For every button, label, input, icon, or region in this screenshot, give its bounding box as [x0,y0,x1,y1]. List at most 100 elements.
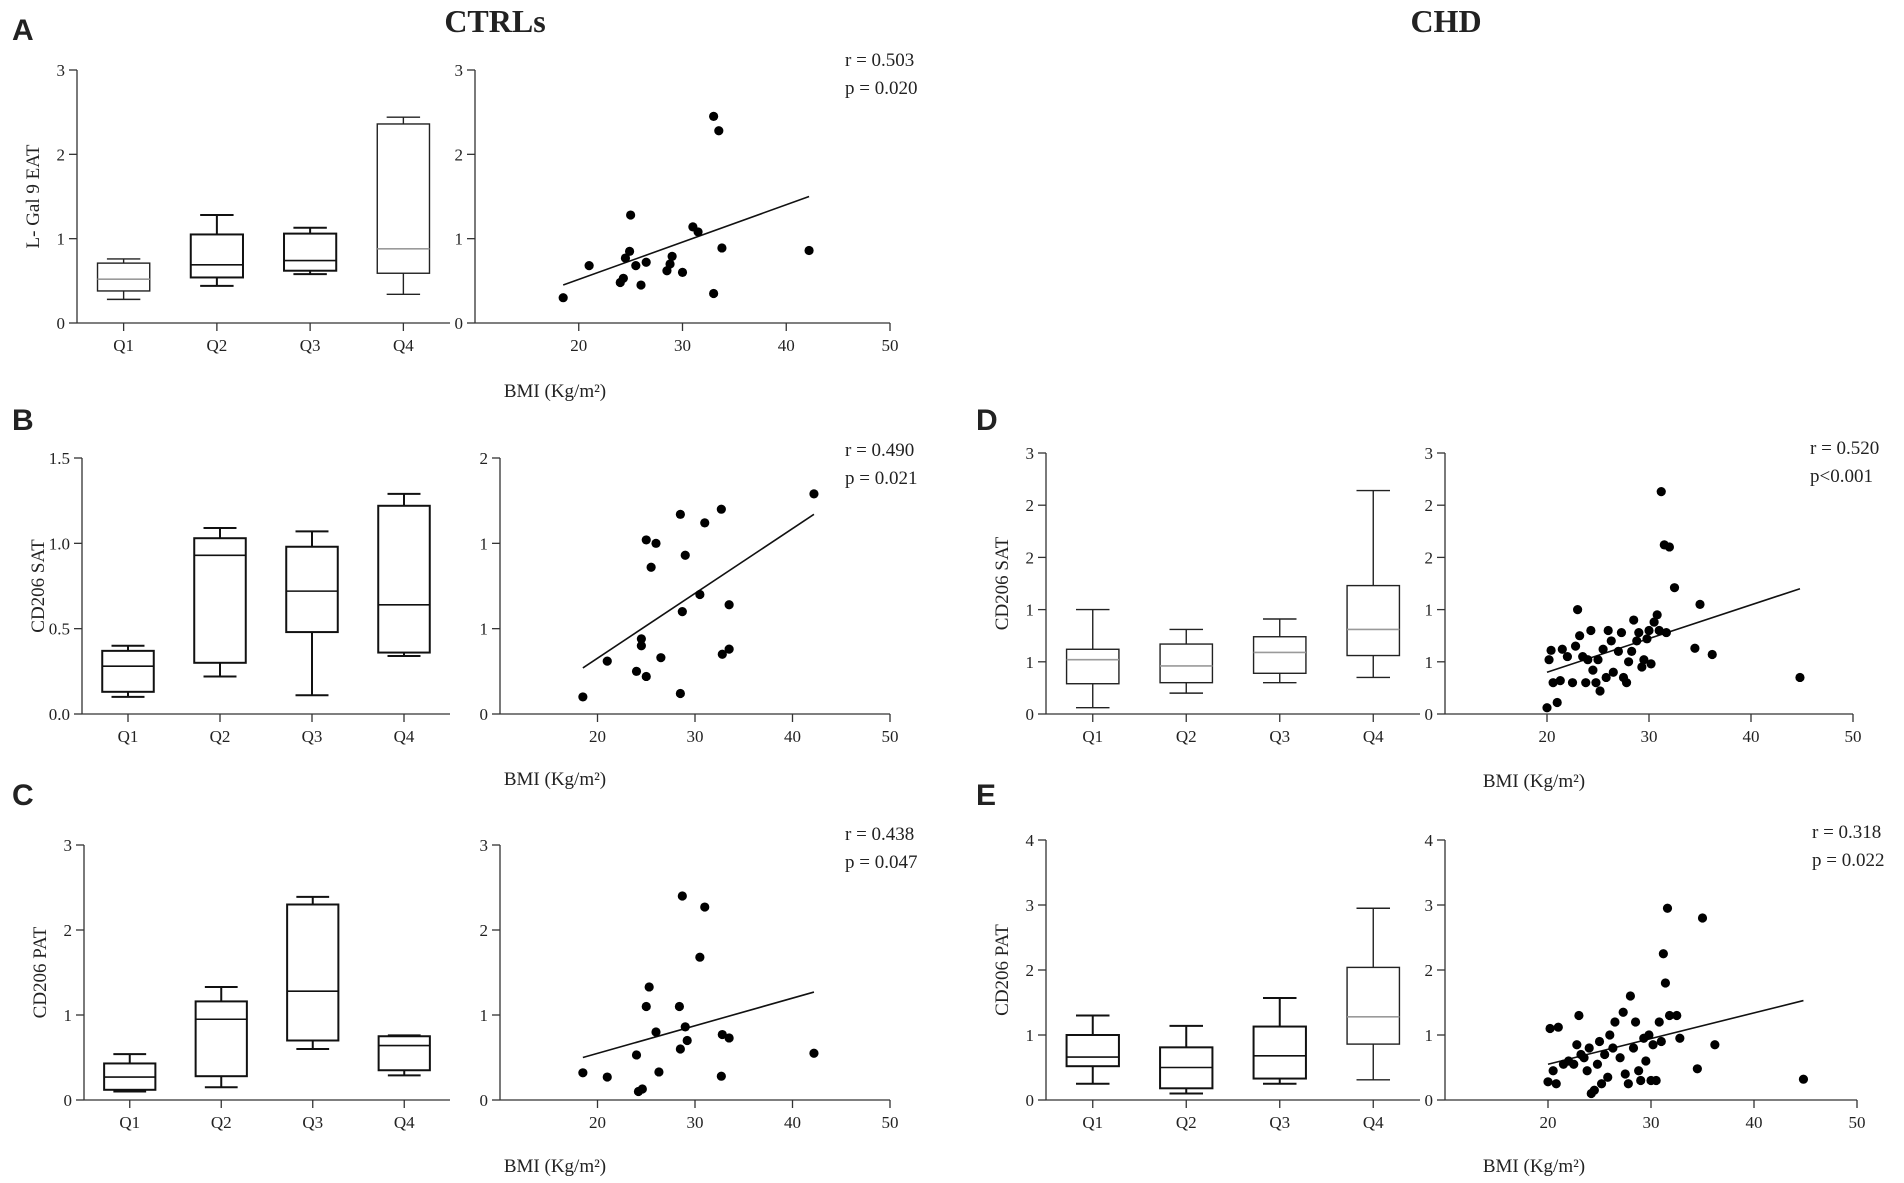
chart-d-scatter-point [1637,662,1647,672]
chart-c-box-box-q4 [377,1035,431,1072]
chart-d-box-x-tick-label: Q3 [1269,727,1290,746]
chart-a-scatter-point [677,267,688,277]
chart-c-box-x-tick-label: Q4 [394,1113,415,1132]
chart-d-scatter-y-tick-label: 2 [1425,496,1434,515]
chart-e-scatter-point [1623,1079,1633,1089]
chart-e-scatter-point [1548,1066,1558,1076]
chart-d-scatter-point [1555,675,1565,686]
chart-c-scatter-point [602,1072,612,1082]
chart-d-scatter-x-tick-label: 50 [1845,727,1862,746]
chart-e-scatter-point [1654,1017,1664,1027]
chart-d-scatter-r-value: r = 0.520 [1810,438,1879,459]
chart-a-box-y-tick-label: 0 [57,314,66,333]
chart-e-scatter-point [1618,1007,1628,1017]
chart-d-box-y-tick-label: 3 [1026,444,1035,463]
chart-c-scatter-point [578,1068,588,1078]
chart-a-scatter-y-tick-label: 0 [455,314,464,333]
chart-d-scatter-point [1548,678,1558,688]
chart-b-scatter-point [675,688,685,699]
chart-d-scatter-y-tick-label: 3 [1425,444,1434,463]
chart-d-scatter-y-tick-label: 2 [1425,548,1434,567]
chart-a-scatter-x-label: BMI (Kg/m²) [504,381,606,402]
chart-b-scatter-point [656,653,666,663]
chart-b-scatter-point [809,489,819,499]
chart-c-box-y-tick-label: 0 [64,1091,73,1110]
chart-a-scatter-r-value: r = 0.503 [845,50,914,71]
chart-e-scatter-point [1589,1085,1599,1095]
chart-e-scatter-x-label: BMI (Kg/m²) [1483,1156,1585,1177]
chart-c-scatter-point [700,902,710,912]
chart-b-scatter-point [724,644,734,654]
chart-b-scatter-point [631,666,642,676]
chart-d-scatter-point [1608,667,1618,677]
chart-a-scatter-point [709,111,719,121]
chart-d-scatter-point [1644,625,1654,636]
chart-c-scatter-point [809,1048,819,1058]
chart-a-box-y-tick-label: 3 [57,61,66,80]
chart-b-scatter-point [716,504,726,514]
chart-e-scatter-point [1605,1030,1615,1040]
chart-b-box-x-tick-label: Q1 [118,727,139,746]
chart-c-scatter-point [637,1084,647,1094]
chart-e-scatter-point [1628,1043,1639,1053]
chart-e-scatter-point [1615,1053,1625,1063]
chart-a-box-x-tick-label: Q3 [300,336,321,355]
chart-d-scatter-point [1581,678,1591,688]
chart-e-scatter-regression-line [1547,999,1804,1066]
chart-e-scatter-point [1651,1075,1661,1086]
chart-d-box-y-tick-label: 1 [1026,601,1035,620]
chart-d-scatter-point [1642,634,1652,644]
chart-e-scatter-point [1664,1010,1675,1021]
chart-a-scatter-point [667,251,677,261]
chart-e-scatter-point [1644,1030,1654,1040]
chart-e-box-y-tick-label: 2 [1026,961,1035,980]
chart-b-scatter-point [646,562,656,572]
chart-c-scatter-y-tick-label: 2 [480,921,489,940]
chart-c-scatter-y-tick-label: 0 [480,1091,489,1110]
chart-c-scatter-point [677,891,687,901]
chart-a-scatter-point [709,288,719,299]
chart-d-scatter-p-value: p<0.001 [1810,466,1873,487]
chart-d-scatter-point [1552,697,1562,708]
chart-c-scatter-point [631,1050,642,1060]
chart-a-scatter-x-tick-label: 30 [674,336,691,355]
chart-e-scatter-point [1658,949,1668,959]
chart-b-scatter-y-tick-label: 0 [480,705,489,724]
chart-a-scatter-point [714,126,724,136]
chart-e-scatter-point [1608,1043,1618,1053]
chart-d-scatter-point [1656,487,1666,497]
chart-d-scatter-point [1544,655,1554,665]
chart-e-scatter-point [1662,903,1673,913]
chart-d-scatter-x-tick-label: 30 [1641,727,1658,746]
chart-e-scatter-point [1603,1072,1613,1082]
chart-e-box-y-label: CD206 PAT [992,924,1013,1016]
chart-a-scatter-point [636,280,646,290]
chart-d-scatter-point [1570,641,1581,651]
chart-d-scatter-point [1616,627,1627,638]
chart-d-scatter-point [1707,649,1717,660]
chart-e-box-x-tick-label: Q1 [1082,1113,1103,1132]
chart-e-scatter-y-tick-label: 1 [1425,1026,1434,1045]
chart-a-box-x-tick-label: Q4 [393,336,414,355]
column-title-ctrls: CTRLs [444,3,545,39]
chart-a-box-y-tick-label: 1 [57,230,66,249]
chart-b-box-x-tick-label: Q4 [394,727,415,746]
chart-e-scatter-point [1648,1040,1658,1050]
chart-b-scatter-point [675,509,685,519]
chart-d-scatter-point [1588,665,1598,675]
chart-b-scatter-point [680,550,690,560]
chart-c-scatter-point [717,1029,727,1040]
chart-c-box-x-tick-label: Q1 [119,1113,140,1132]
chart-d-scatter-point [1629,615,1639,625]
chart-d-box-y-tick-label: 0 [1026,705,1035,724]
chart-a-scatter-x-tick-label: 20 [570,336,587,355]
chart-e-scatter-point [1630,1017,1641,1027]
chart-a-scatter-regression-line [562,195,810,286]
chart-d-scatter-point [1593,655,1603,665]
chart-e-box-x-tick-label: Q3 [1269,1113,1290,1132]
chart-d-scatter-point [1652,610,1662,620]
chart-a-scatter-x-tick-label: 40 [778,336,795,355]
chart-a-box-y-label: L- Gal 9 EAT [23,144,44,248]
chart-c-scatter-point [682,1035,692,1046]
chart-e-scatter-point [1596,1079,1607,1089]
